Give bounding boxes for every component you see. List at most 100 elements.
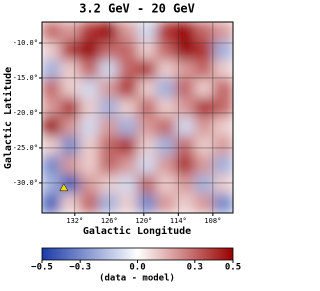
cell [98, 155, 119, 176]
cell [175, 193, 196, 213]
colorbar-tick-label: −0.3 [69, 263, 91, 273]
cell [213, 155, 233, 176]
cell [79, 78, 100, 99]
cell [213, 117, 233, 138]
cell [137, 174, 158, 195]
cell [79, 117, 100, 138]
cell [156, 59, 177, 80]
cell [213, 78, 233, 99]
cell [194, 117, 215, 138]
colorbar-tick-label: 0.3 [187, 263, 203, 273]
cell [213, 193, 233, 213]
cell [213, 59, 233, 80]
x-tick-label: 132° [66, 217, 83, 225]
cell [137, 136, 158, 157]
cell [194, 97, 215, 118]
cell [79, 59, 100, 80]
cell [79, 97, 100, 118]
cell [79, 136, 100, 157]
x-tick-label: 120° [135, 217, 152, 225]
cell [156, 136, 177, 157]
cell [60, 97, 81, 118]
cell [175, 78, 196, 99]
cell [42, 59, 62, 80]
cell [156, 22, 177, 42]
cell [79, 193, 100, 213]
cell [42, 40, 62, 61]
cell [42, 155, 62, 176]
cell [98, 97, 119, 118]
cell [117, 22, 138, 42]
cell [137, 155, 158, 176]
cell [117, 97, 138, 118]
plot-frame [41, 21, 234, 214]
cell [42, 97, 62, 118]
overlay: 132° 126° 120° 114° 108° -10.0° -15.0° -20.0° -2… [13, 21, 241, 273]
cell [156, 155, 177, 176]
cell [117, 59, 138, 80]
x-tick-label: 108° [204, 217, 221, 225]
cell [42, 117, 62, 138]
colorbar-tick-label: 0.0 [129, 263, 145, 273]
cell [137, 117, 158, 138]
cell [175, 117, 196, 138]
y-tick-label: -30.0° [13, 179, 38, 187]
cell [98, 174, 119, 195]
cell [42, 193, 62, 213]
cell [60, 193, 81, 213]
cell [98, 117, 119, 138]
cell [60, 136, 81, 157]
colorbar-tick-label: 0.5 [225, 263, 241, 273]
cell [98, 78, 119, 99]
cell [60, 117, 81, 138]
x-tick-label: 114° [170, 217, 187, 225]
cell [175, 155, 196, 176]
cell [137, 40, 158, 61]
cell [137, 78, 158, 99]
cell [42, 78, 62, 99]
cell [42, 22, 62, 42]
cell [137, 97, 158, 118]
cell [137, 59, 158, 80]
y-tick-label: -10.0° [13, 39, 38, 47]
cell [156, 174, 177, 195]
colorbar [41, 247, 234, 261]
cell [117, 117, 138, 138]
cell [194, 78, 215, 99]
cell [98, 193, 119, 213]
cells [42, 22, 233, 213]
cell [137, 22, 158, 42]
cell [60, 155, 81, 176]
cell [79, 22, 100, 42]
y-tick-label: -20.0° [13, 109, 38, 117]
cell [213, 136, 233, 157]
cell [156, 40, 177, 61]
cell [194, 136, 215, 157]
y-tick-label: -15.0° [13, 74, 38, 82]
cell [213, 97, 233, 118]
cell [194, 22, 215, 42]
cell [175, 174, 196, 195]
map [42, 22, 233, 213]
chart-title: 3.2 GeV - 20 GeV [79, 2, 195, 16]
chart: 3.2 GeV - 20 GeV Galactic Longitude Gala… [2, 2, 241, 284]
cell [60, 59, 81, 80]
cell [42, 174, 62, 195]
cell [194, 155, 215, 176]
cell [117, 174, 138, 195]
x-axis-label: Galactic Longitude [83, 225, 191, 237]
cell [137, 193, 158, 213]
colorbar-tick-label: −0.5 [31, 263, 53, 273]
cell [213, 174, 233, 195]
cell [117, 193, 138, 213]
cell [98, 22, 119, 42]
cell [194, 174, 215, 195]
marker [59, 183, 69, 192]
cell [156, 97, 177, 118]
cell [175, 22, 196, 42]
cell [98, 136, 119, 157]
cell [117, 136, 138, 157]
y-tick-label: -25.0° [13, 144, 38, 152]
cell [175, 59, 196, 80]
cell [117, 78, 138, 99]
